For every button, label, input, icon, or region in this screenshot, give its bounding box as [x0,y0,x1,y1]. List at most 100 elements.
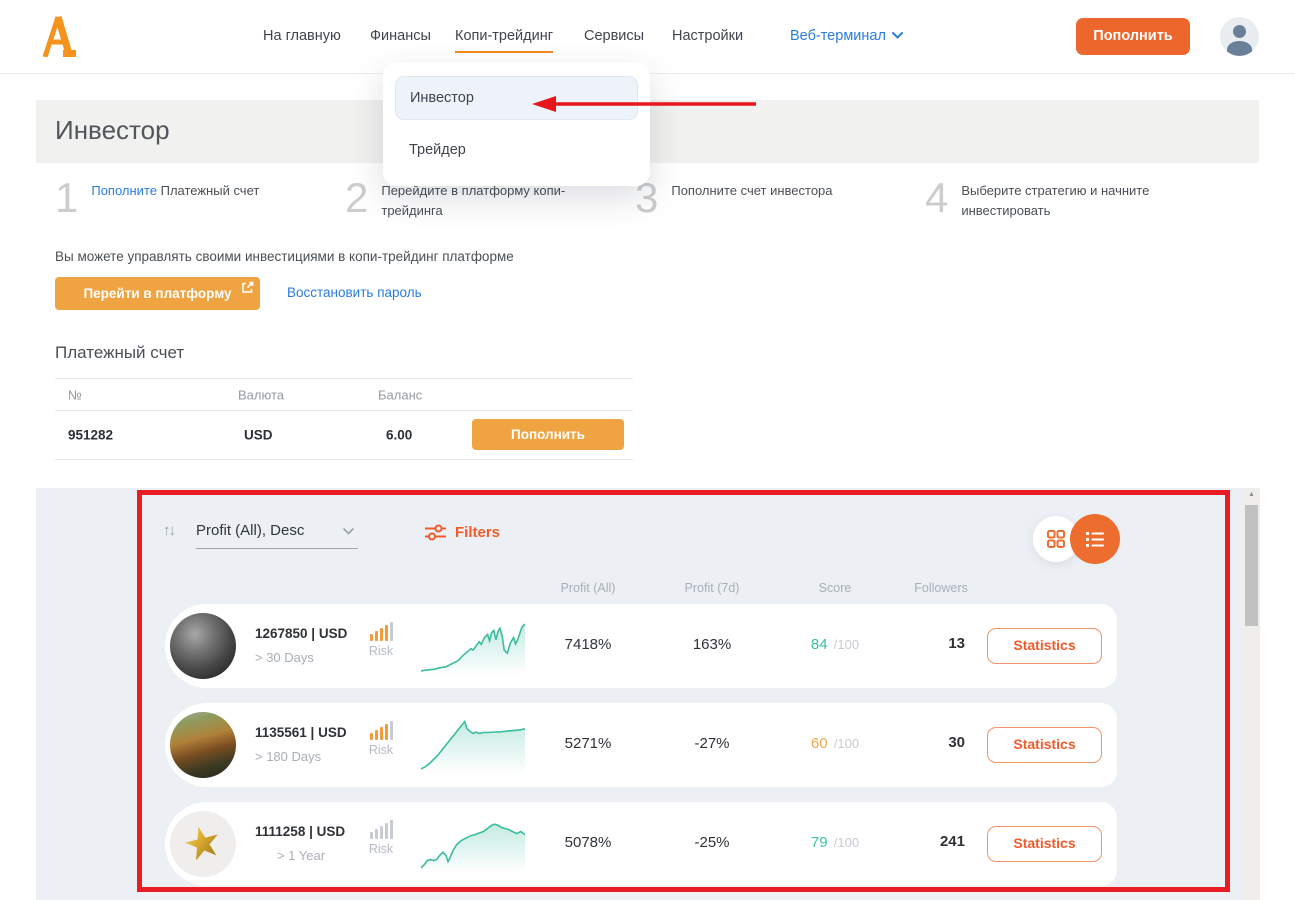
restore-password-link[interactable]: Восстановить пароль [287,285,422,300]
brand-logo-icon[interactable] [40,15,76,62]
web-terminal-label: Веб-терминал [790,28,886,44]
statistics-button[interactable]: Statistics [987,727,1102,763]
list-view-icon [1086,532,1104,547]
account-table-row: 951282 USD 6.00 Пополнить [55,411,633,459]
web-terminal-menu[interactable]: Веб-терминал [790,28,903,44]
account-number: 951282 [68,427,114,443]
nav-item-settings[interactable]: Настройки [672,28,744,44]
risk-bars-icon [361,621,401,641]
scrollbar[interactable]: ▲ [1243,488,1260,900]
sort-arrows-icon: ↑↓ [163,522,176,539]
account-balance: 6.00 [386,427,413,443]
col-number: № [68,387,82,402]
score-suffix: /100 [833,637,860,652]
col-currency: Валюта [238,387,284,402]
strategy-id: 1111258 | USD [255,824,346,839]
step-1-text: Пополните Платежный счет [91,177,311,219]
risk-label: Risk [368,842,394,856]
sparkline-chart [421,623,525,675]
star-icon: ★ [177,814,228,873]
score-number: 79 [810,834,828,851]
sort-select[interactable]: Profit (All), Desc [196,518,358,549]
score-value: 60 /100 [772,735,898,752]
score-value: 79 /100 [772,834,898,851]
strategy-avatar [170,712,236,778]
avatar-body-shape [1227,41,1252,56]
sort-select-value: Profit (All), Desc [196,522,305,539]
strategy-row[interactable]: ★ 1111258 | USD > 1 Year Risk 5078% -25%… [165,802,1117,886]
profit-all-value: 7418% [564,636,612,653]
step-2-number: 2 [345,174,369,221]
filters-icon [425,524,446,541]
chevron-down-icon [891,32,903,39]
strategy-row[interactable]: 1135561 | USD > 180 Days Risk 5271% -27%… [165,703,1117,787]
followers-value: 30 [948,734,965,751]
strategy-period: > 30 Days [255,650,314,665]
step-3-number: 3 [635,174,659,221]
step-1: 1 Пополните Платежный счет [55,177,347,219]
page-title: Инвестор [55,115,170,145]
strategy-id: 1267850 | USD [255,626,348,641]
topup-button[interactable]: Пополнить [1076,18,1190,55]
risk-indicator: Risk [361,720,401,757]
profit-7d-value: 163% [692,636,732,653]
step-2-text: Перейдите в платформу копи-трейдинга [381,183,566,218]
strategy-id: 1135561 | USD [255,725,347,740]
user-avatar-icon[interactable] [1220,17,1259,56]
scrollbar-thumb[interactable] [1245,505,1258,626]
column-followers: Followers [914,581,968,595]
list-view-toggle[interactable] [1070,514,1120,564]
column-profit-7d: Profit (7d) [684,581,740,595]
step-3: 3 Пополните счет инвестора [635,177,927,219]
scrollbar-up-arrow-icon[interactable]: ▲ [1248,491,1255,498]
nav-item-copytrading[interactable]: Копи-трейдинг [455,28,554,53]
risk-label: Risk [368,644,394,658]
column-profit-all: Profit (All) [560,581,616,595]
risk-indicator: Risk [361,819,401,856]
chevron-down-icon [343,528,354,535]
score-suffix: /100 [833,835,860,850]
risk-bars-icon [361,720,401,740]
statistics-button[interactable]: Statistics [987,826,1102,862]
grid-view-icon [1047,530,1065,548]
goto-platform-button[interactable]: Перейти в платформу [55,277,260,310]
filters-label: Filters [455,524,501,541]
platform-note: Вы можете управлять своими инвестициями … [55,249,514,264]
score-value: 84 /100 [772,636,898,653]
filters-button[interactable]: Filters [425,524,500,541]
account-table-header: № Валюта Баланс [55,379,633,411]
payment-account-heading: Платежный счет [55,343,185,362]
step-1-rest: Платежный счет [156,183,260,198]
account-topup-button[interactable]: Пополнить [472,419,624,450]
followers-value: 13 [948,635,965,652]
profit-all-value: 5078% [564,834,612,851]
strategy-avatar [170,613,236,679]
copytrading-dropdown-menu: Инвестор Трейдер [383,62,650,186]
risk-label: Risk [368,743,394,757]
statistics-button[interactable]: Statistics [987,628,1102,664]
column-score: Score [818,581,852,595]
avatar-head-shape [1233,25,1246,38]
dropdown-item-investor[interactable]: Инвестор [395,76,638,120]
external-link-icon [242,281,254,293]
step-4-text: Выберите стратегию и начните инвестирова… [961,183,1150,218]
strategy-period: > 1 Year [277,848,326,863]
nav-item-home[interactable]: На главную [263,28,341,44]
step-4: 4 Выберите стратегию и начните инвестиро… [925,177,1217,220]
nav-item-services[interactable]: Сервисы [584,28,645,44]
sparkline-chart [421,719,525,774]
strategy-avatar: ★ [170,811,236,877]
score-suffix: /100 [833,736,860,751]
payment-account-table: № Валюта Баланс 951282 USD 6.00 Пополнит… [55,378,633,460]
top-nav-bar: На главную Финансы Копи-трейдинг Сервисы… [0,0,1295,74]
risk-bars-icon [361,819,401,839]
risk-indicator: Risk [361,621,401,658]
profit-7d-value: -25% [694,834,730,851]
account-currency: USD [244,427,273,443]
step-1-topup-link[interactable]: Пополните [91,183,157,198]
step-1-number: 1 [55,174,79,221]
sparkline-chart [421,823,525,873]
nav-item-finance[interactable]: Финансы [370,28,431,44]
strategy-row[interactable]: 1267850 | USD > 30 Days Risk 7418% 163% … [165,604,1117,688]
dropdown-item-trader[interactable]: Трейдер [409,142,466,158]
